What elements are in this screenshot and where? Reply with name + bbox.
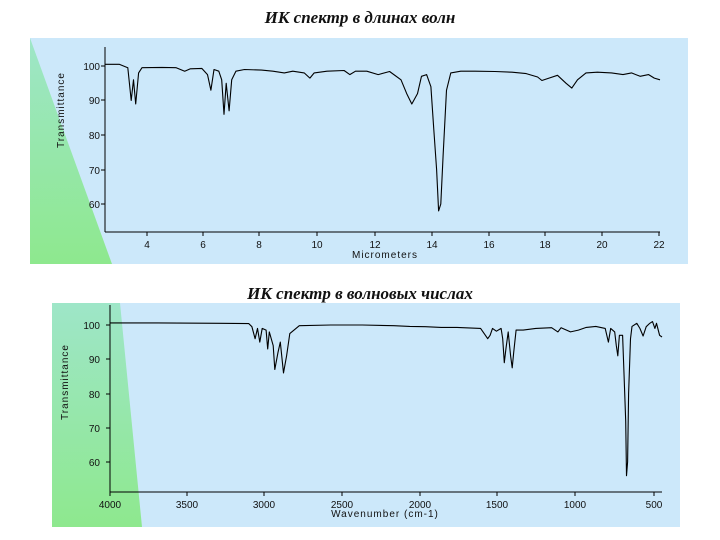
chart-panel-background (30, 38, 688, 264)
chart-green-wedge (52, 303, 142, 527)
x-tick-label: 1000 (564, 500, 587, 511)
x-tick-label: 6 (200, 240, 206, 251)
y-tick-label: 90 (89, 96, 101, 107)
y-tick-label: 60 (89, 458, 101, 469)
y-tick-label: 100 (83, 321, 100, 332)
spectrum-line (105, 63, 661, 212)
x-tick-label: 22 (653, 240, 665, 251)
y-tick-label: 90 (89, 355, 101, 366)
x-tick-label: 8 (256, 240, 262, 251)
x-tick-label: 2500 (331, 500, 354, 511)
y-tick-label: 70 (89, 424, 101, 435)
x-tick-label: 14 (426, 240, 438, 251)
y-tick-label: 100 (83, 62, 100, 73)
x-tick-label: 3500 (176, 500, 199, 511)
chart-green-wedge (30, 38, 112, 264)
x-tick-label: 1500 (486, 500, 509, 511)
x-axis-label: Micrometers (352, 250, 418, 261)
x-tick-label: 20 (596, 240, 608, 251)
slide-title-wavenumber: ИК спектр в волновых числах (247, 284, 473, 303)
chart-2: 100 90 80 70 60 4000 3500 3000 2500 2000 1500 1000 5… (52, 303, 680, 527)
x-tick-label: 4 (144, 240, 150, 251)
x-tick-label: 2000 (409, 500, 432, 511)
spectrum-line (110, 321, 663, 477)
x-tick-label: 500 (646, 500, 663, 511)
y-tick-label: 80 (89, 390, 101, 401)
y-tick-label: 70 (89, 166, 101, 177)
y-axis-label: Transmittance (60, 344, 71, 420)
x-tick-label: 3000 (253, 500, 276, 511)
y-axis-label: Transmittance (56, 72, 67, 148)
slide-title-wavelength: ИК спектр в длинах волн (264, 8, 456, 27)
y-tick-label: 60 (89, 200, 101, 211)
x-tick-label: 4000 (99, 500, 122, 511)
x-axis-label: Wavenumber (cm-1) (331, 509, 439, 520)
y-tick-label: 80 (89, 131, 101, 142)
x-tick-label: 18 (539, 240, 551, 251)
x-tick-label: 12 (369, 240, 381, 251)
chart-1: 100 90 80 70 60 4 6 8 10 12 14 16 18 20 22 Micrometers T… (30, 38, 688, 264)
x-tick-label: 16 (483, 240, 495, 251)
x-tick-label: 10 (311, 240, 323, 251)
chart-panel-background (52, 303, 680, 527)
